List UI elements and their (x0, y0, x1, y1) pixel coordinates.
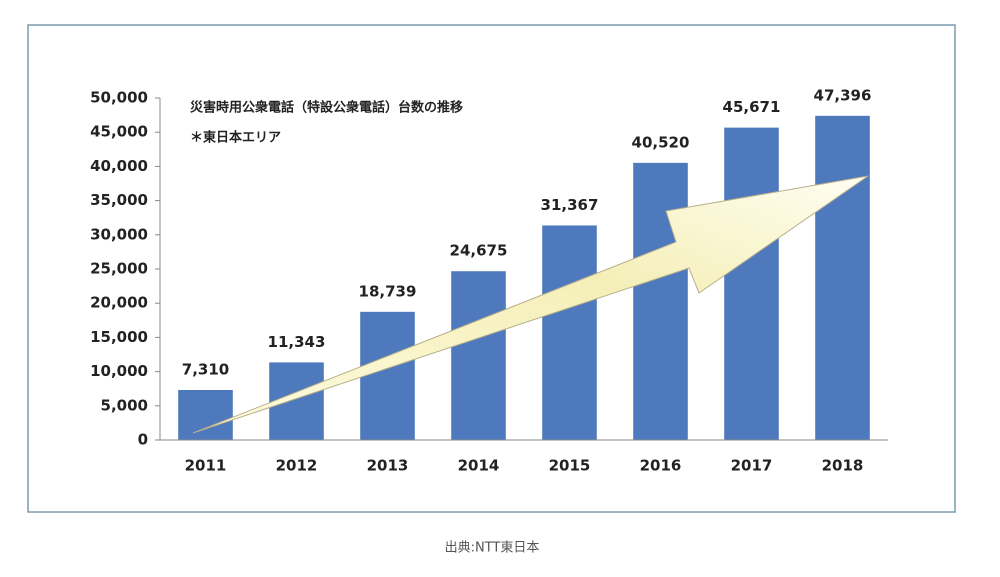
source: 出典:NTT東日本 (445, 540, 540, 556)
y-tick-label: 15,000 (90, 328, 148, 346)
chart-title: 災害時用公衆電話（特設公衆電話）台数の推移 (190, 100, 463, 116)
bar (542, 225, 597, 440)
x-tick-label: 2014 (458, 457, 500, 475)
bar (633, 162, 688, 440)
value-label: 11,343 (268, 333, 326, 351)
bar (360, 311, 415, 440)
value-label: 24,675 (450, 242, 508, 260)
value-label: 45,671 (723, 98, 781, 116)
x-tick-label: 2011 (185, 457, 227, 475)
bars (178, 115, 870, 441)
x-tick-label: 2017 (731, 457, 773, 475)
x-tick-label: 2018 (822, 457, 864, 475)
value-label: 18,739 (359, 282, 417, 300)
x-tick-label: 2015 (549, 457, 591, 475)
trend-arrow (192, 175, 869, 434)
y-tick-label: 35,000 (90, 191, 148, 209)
y-tick-label: 0 (138, 431, 148, 449)
y-tick-label: 30,000 (90, 225, 148, 243)
y-tick-label: 20,000 (90, 294, 148, 312)
y-tick-label: 45,000 (90, 123, 148, 141)
bar (724, 127, 779, 441)
value-label: 40,520 (632, 133, 690, 151)
y-tick-label: 40,000 (90, 157, 148, 175)
value-label: 7,310 (182, 360, 229, 378)
value-label: 31,367 (541, 196, 599, 214)
y-tick-label: 50,000 (90, 89, 148, 107)
bar (178, 389, 233, 440)
x-tick-label: 2013 (367, 457, 409, 475)
bar (815, 115, 870, 440)
y-tick-label: 10,000 (90, 362, 148, 380)
y-tick-label: 5,000 (101, 396, 148, 414)
x-tick-label: 2016 (640, 457, 682, 475)
bar (451, 271, 506, 440)
value-label: 47,396 (814, 86, 872, 104)
x-tick-label: 2012 (276, 457, 318, 475)
y-tick-label: 25,000 (90, 260, 148, 278)
chart-subtitle: ＊東日本エリア (190, 130, 281, 146)
